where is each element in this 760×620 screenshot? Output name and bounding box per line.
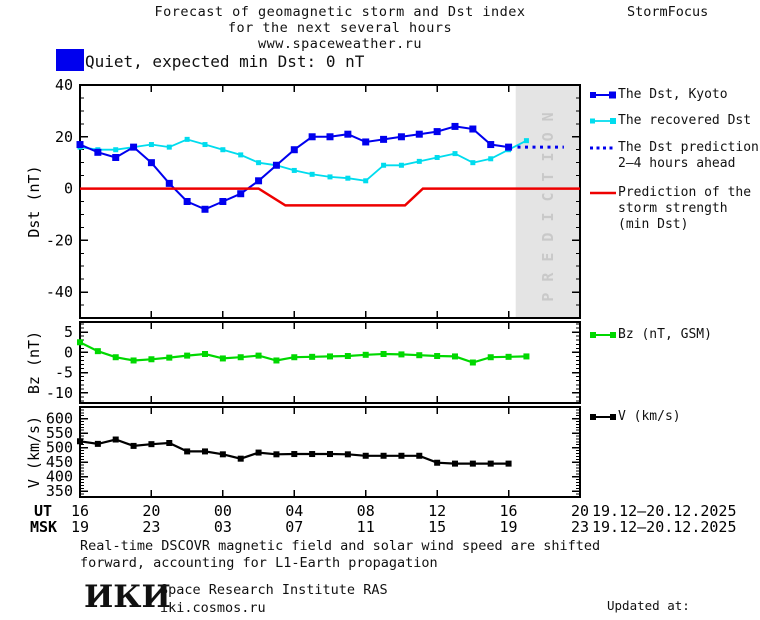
title-line-2: for the next several hours [227,20,453,36]
ytick-label: -5 [55,364,73,382]
xaxis-msk-row-label: MSK [30,518,57,536]
brand-stormfocus: StormFocus [627,4,709,20]
legend-item-bz: Bz (nT, GSM) [590,327,712,345]
xaxis-msk-hour: 23 [571,518,589,536]
ytick-label: 500 [46,439,73,457]
ytick-label: 0 [64,343,73,361]
legend-label-line2: 2–4 hours ahead [618,156,736,171]
panel-frame [79,321,581,404]
panel-frame [79,84,581,319]
legend-item-storm-strength: Prediction of the storm strength (min Ds… [590,185,751,233]
bz-marker-icon [590,327,616,345]
xaxis-ut-hour: 20 [571,502,589,520]
prediction-watermark: PREDICTION [539,101,557,301]
legend-item-dst-prediction: The Dst prediction 2–4 hours ahead [590,140,759,172]
xaxis-msk-hour: 03 [214,518,232,536]
xaxis-msk-hour: 07 [285,518,303,536]
series-dst-recovered [79,138,527,182]
recovered-dst-marker-icon [590,113,616,131]
xaxis-msk-hour: 15 [428,518,446,536]
legend-label: Bz (nT, GSM) [618,327,712,342]
propagation-note-line2: forward, accounting for L1-Earth propaga… [80,555,438,571]
ytick-label: 0 [64,180,73,198]
ylabel-bz: Bz (nT) [25,331,43,394]
legend-label-line3: (min Dst) [618,217,689,232]
legend-label: The recovered Dst [618,113,752,128]
axis-ticks [79,322,581,403]
xaxis-msk-hour: 19 [71,518,89,536]
title-line-1: Forecast of geomagnetic storm and Dst in… [154,4,526,20]
status-color-swatch [56,49,84,71]
series-bz [79,341,527,364]
series-storm-strength [80,187,580,207]
ytick-label: 5 [64,323,73,341]
page-title: Forecast of geomagnetic storm and Dst in… [0,4,680,52]
xaxis-ut-hour: 20 [142,502,160,520]
ytick-label: 20 [55,128,73,146]
updated-at-block: Updated at: UT 16:05, 20.12.2025 MSK 19:… [598,563,756,620]
xaxis-msk-date-range: 19.12–20.12.2025 [592,518,737,536]
ytick-label: 400 [46,468,73,486]
institute-block: Space Research Institute RAS iki.cosmos.… [160,581,388,617]
status-label: Quiet, expected min Dst: 0 nT [85,52,365,71]
legend-item-dst-kyoto: The Dst, Kyoto [590,87,728,105]
institute-name: Space Research Institute RAS [160,582,388,598]
ytick-label: 600 [46,410,73,428]
xaxis-msk-hour: 11 [357,518,375,536]
propagation-note: Real-time DSCOVR magnetic field and sola… [80,538,600,572]
xaxis-ut-hour: 16 [71,502,89,520]
red-line-marker-icon [590,185,616,233]
propagation-note-line1: Real-time DSCOVR magnetic field and sola… [80,538,601,554]
legend-item-v: V (km/s) [590,409,681,427]
ytick-label: -10 [46,384,73,402]
xaxis-ut-row-label: UT [34,502,52,520]
ytick-label: 350 [46,482,73,500]
xaxis-ut-hour: 12 [428,502,446,520]
ytick-label: 550 [46,424,73,442]
legend-item-recovered-dst: The recovered Dst [590,113,751,131]
series-v-markers [77,436,512,467]
institute-website: iki.cosmos.ru [160,600,266,616]
legend-label: V (km/s) [618,409,681,424]
legend-label-line2: storm strength [618,201,728,216]
iki-logo: ИКИ [84,579,171,615]
ytick-label: -40 [46,283,73,301]
legend-label-line1: The Dst prediction [618,140,759,155]
legend-label-line1: Prediction of the [618,185,752,200]
ylabel-v: V (km/s) [25,416,43,488]
series-dst-kyoto-markers [76,122,513,213]
dst-kyoto-marker-icon [590,87,616,105]
panel-dst: PREDICTION 40 20 0 -20 -40 Dst (nT) [25,76,581,319]
updated-at-label: Updated at: [607,598,690,613]
xaxis-msk-hour: 19 [500,518,518,536]
ytick-label: 450 [46,453,73,471]
xaxis-ut-hour: 00 [214,502,232,520]
panel-frame [79,406,581,498]
ytick-label: 40 [55,76,73,94]
legend-label: The Dst, Kyoto [618,87,728,102]
prediction-band [515,86,579,317]
axis-ticks [79,84,581,319]
series-dst-kyoto [79,125,509,211]
xaxis-ut-date-range: 19.12–20.12.2025 [592,502,737,520]
series-bz-markers [77,339,530,366]
xaxis-ut-hour: 16 [500,502,518,520]
xaxis-ut-hour: 04 [285,502,303,520]
title-line-3-url: www.spaceweather.ru [258,36,422,52]
v-marker-icon [590,409,616,427]
dotted-line-marker-icon [590,140,616,172]
xaxis-ut-hour: 08 [357,502,375,520]
ylabel-dst: Dst (nT) [25,165,43,237]
ytick-label: -20 [46,231,73,249]
xaxis-msk-hour: 23 [142,518,160,536]
